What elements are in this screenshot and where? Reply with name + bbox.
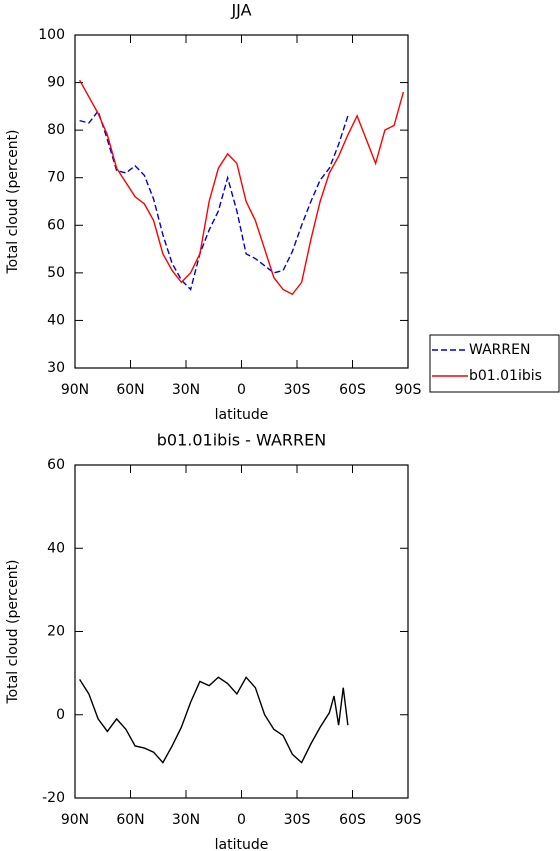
y-tick-label: 30 [47, 360, 65, 376]
y-tick-label: 40 [47, 540, 65, 556]
x-axis-label: latitude [215, 837, 269, 851]
y-tick-label: 0 [56, 707, 65, 723]
x-tick-label: 60N [116, 382, 144, 398]
x-tick-label: 0 [237, 812, 246, 828]
x-tick-label: 30N [172, 812, 200, 828]
x-tick-label: 30N [172, 382, 200, 398]
data-line [79, 109, 349, 291]
legend-box [429, 334, 560, 393]
y-tick-label: 60 [47, 217, 65, 233]
x-tick-label: 90S [395, 382, 422, 398]
y-tick-label: 80 [47, 122, 65, 138]
plot-frame [74, 464, 409, 799]
data-line [79, 676, 349, 764]
plot-frame [74, 34, 409, 369]
y-tick-label: 20 [47, 624, 65, 640]
y-tick-label: 60 [47, 457, 65, 473]
x-tick-label: 60S [339, 382, 366, 398]
x-axis-label: latitude [215, 407, 269, 423]
y-tick-label: 50 [47, 265, 65, 281]
x-tick-label: 60N [116, 812, 144, 828]
y-tick-label: 70 [47, 170, 65, 186]
y-tick-label: 40 [47, 312, 65, 328]
x-tick-label: 90N [61, 812, 89, 828]
x-tick-label: 0 [237, 382, 246, 398]
x-tick-label: 90N [61, 382, 89, 398]
x-tick-label: 30S [284, 382, 311, 398]
legend-label: b01.01ibis [469, 368, 542, 384]
x-tick-label: 90S [395, 812, 422, 828]
y-axis-label: Total cloud (percent) [5, 129, 21, 274]
y-tick-label: 90 [47, 75, 65, 91]
y-tick-label: 100 [38, 27, 65, 43]
data-line [79, 79, 405, 296]
chart-title: b01.01ibis - WARREN [157, 431, 327, 450]
y-tick-label: -20 [42, 790, 65, 806]
x-tick-label: 60S [339, 812, 366, 828]
legend-label: WARREN [469, 342, 530, 358]
chart-title: JJA [230, 1, 251, 20]
x-tick-label: 30S [284, 812, 311, 828]
y-axis-label: Total cloud (percent) [5, 559, 21, 704]
